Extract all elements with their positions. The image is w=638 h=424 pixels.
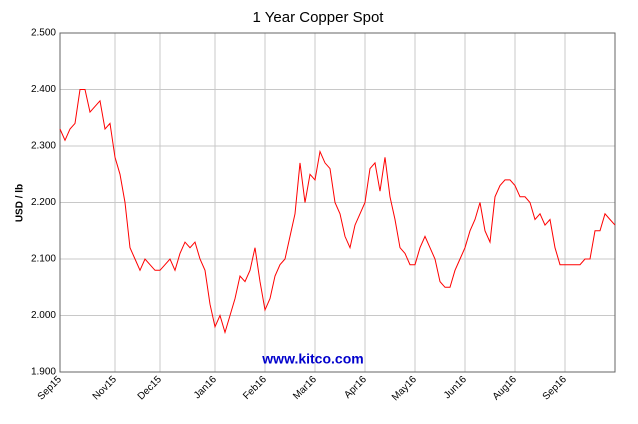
y-tick-label: 2.300 bbox=[31, 141, 56, 152]
y-tick-label: 2.400 bbox=[31, 84, 56, 95]
watermark: www.kitco.com bbox=[261, 351, 363, 367]
x-tick-label: Sep15 bbox=[36, 374, 65, 403]
x-tick-label: Feb16 bbox=[241, 374, 269, 402]
y-tick-label: 2.500 bbox=[31, 28, 56, 39]
x-tick-label: May16 bbox=[390, 374, 419, 403]
x-tick-label: Sep16 bbox=[541, 374, 570, 403]
y-axis-label: USD / lb bbox=[15, 184, 26, 222]
x-tick-label: Jun16 bbox=[442, 374, 469, 401]
y-tick-label: 2.200 bbox=[31, 197, 56, 208]
x-tick-label: Mar16 bbox=[291, 374, 319, 402]
x-tick-label: Nov15 bbox=[91, 374, 120, 403]
x-tick-label: Jan16 bbox=[192, 374, 219, 401]
x-tick-label: Apr16 bbox=[342, 374, 369, 401]
y-tick-label: 1.900 bbox=[31, 367, 56, 378]
y-tick-label: 2.000 bbox=[31, 310, 56, 321]
y-tick-label: 2.100 bbox=[31, 254, 56, 265]
price-line bbox=[59, 89, 616, 335]
x-tick-label: Aug16 bbox=[491, 374, 520, 403]
plot-frame bbox=[59, 32, 616, 373]
chart-title: 1 Year Copper Spot bbox=[253, 9, 385, 26]
x-tick-label: Dec15 bbox=[136, 374, 165, 403]
